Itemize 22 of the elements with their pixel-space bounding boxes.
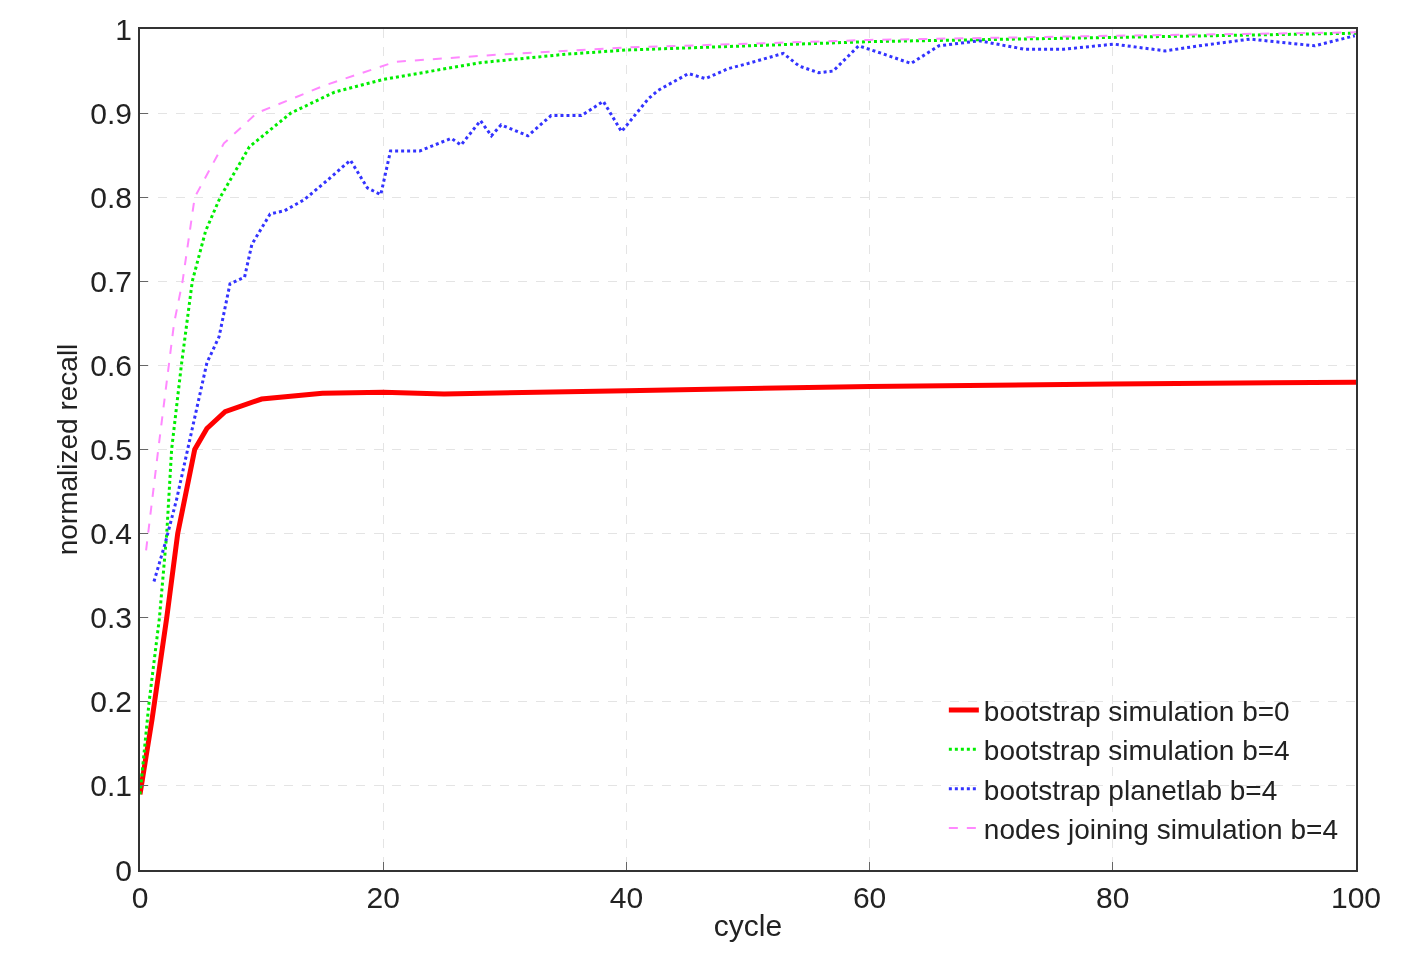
x-tick-label: 100: [1330, 881, 1382, 914]
y-tick-label: 0.4: [90, 517, 132, 551]
x-tick-label: 40: [609, 881, 644, 914]
legend-label: bootstrap simulation b=0: [983, 695, 1290, 727]
y-tick-label: 1: [115, 12, 132, 46]
x-tick-label: 80: [1096, 881, 1130, 914]
y-tick-label: 0: [115, 853, 132, 887]
y-tick-label: 0.7: [90, 264, 132, 298]
y-tick-label: 0.9: [90, 96, 132, 130]
y-tick-label: 0.8: [90, 180, 132, 214]
legend-label: bootstrap simulation b=4: [983, 735, 1290, 767]
x-axis-title: cycle: [713, 909, 783, 942]
y-axis-title: normalized recall: [52, 343, 84, 556]
legend-label: bootstrap planetlab b=4: [983, 774, 1278, 806]
y-tick-label: 0.6: [90, 348, 132, 382]
y-tick-label: 0.3: [90, 601, 132, 635]
y-tick-label: 0.1: [90, 769, 132, 803]
legend-label: nodes joining simulation b=4: [983, 814, 1338, 845]
y-tick-label: 0.2: [90, 685, 132, 719]
x-tick-label: 60: [852, 881, 887, 914]
x-tick-label: 20: [366, 881, 400, 914]
y-tick-label: 0.5: [90, 433, 132, 466]
